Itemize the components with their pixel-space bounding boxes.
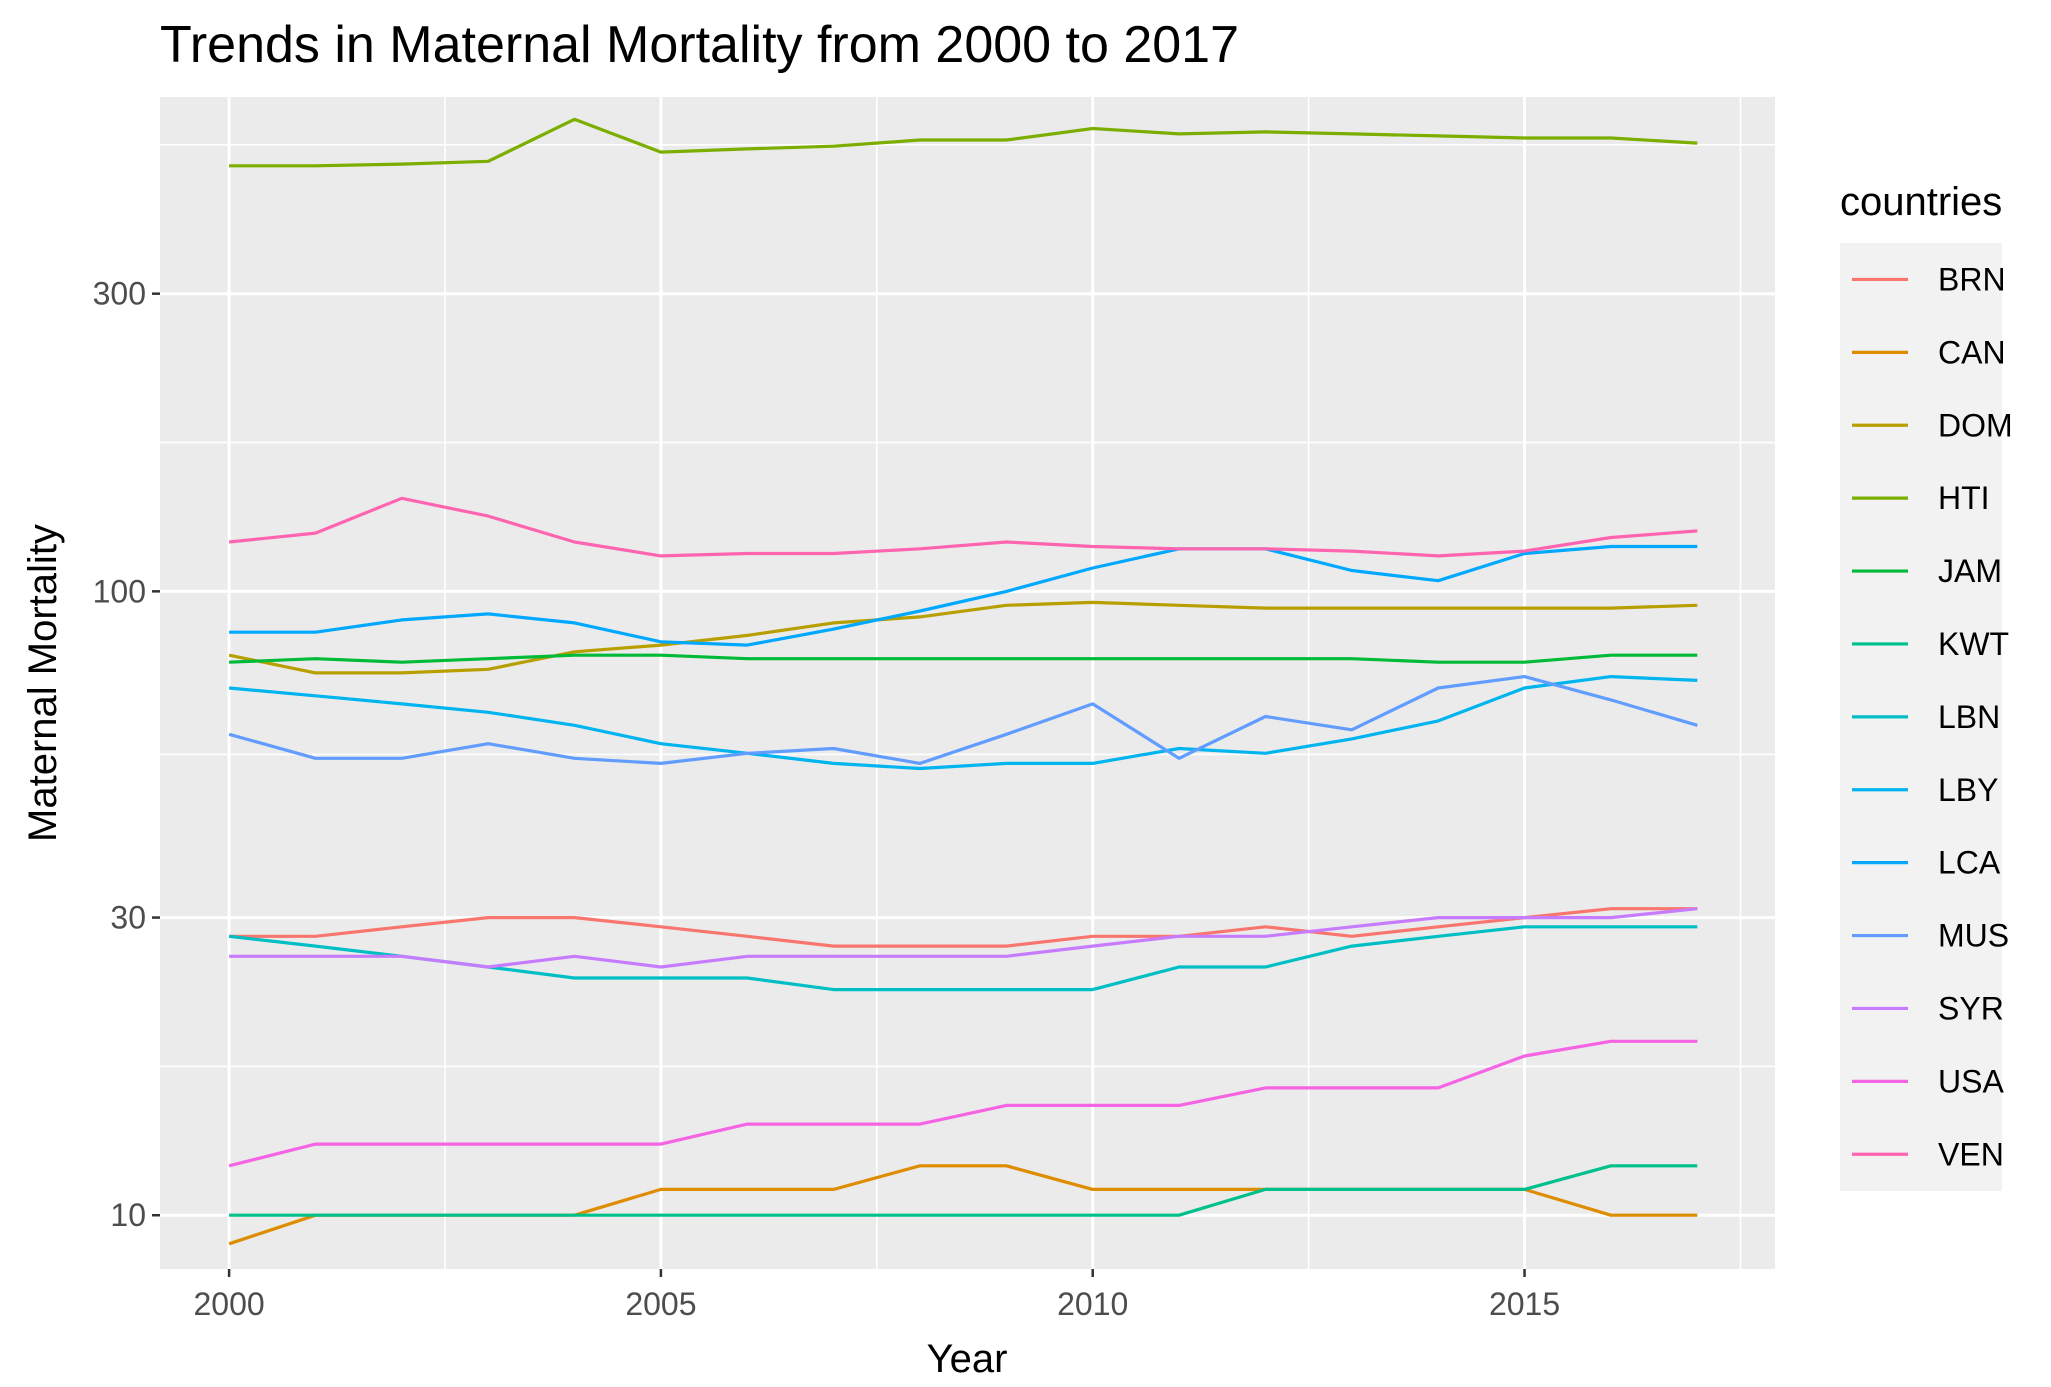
legend-label-syr: SYR <box>1938 990 2004 1026</box>
series-line-brn <box>229 907 1698 948</box>
legend-label-lby: LBY <box>1938 772 1998 808</box>
series-line-mus <box>228 674 1698 766</box>
y-tick-label: 100 <box>93 573 146 609</box>
legend-label-ven: VEN <box>1938 1136 2004 1172</box>
series-line-syr <box>229 907 1698 969</box>
series-line-kwt <box>229 1164 1698 1217</box>
plot-panel <box>160 97 1775 1269</box>
x-tick-label: 2000 <box>193 1286 264 1322</box>
x-tick-label: 2010 <box>1057 1286 1128 1322</box>
y-tick-label: 30 <box>110 900 146 936</box>
series-lines <box>228 117 1698 1246</box>
legend: BRN CAN DOM HTI JAM KWT LBN LBY LCA MUS SYR USA VEN <box>1852 261 2013 1172</box>
y-tick-label: 300 <box>93 276 146 312</box>
series-line-lca <box>229 544 1698 647</box>
legend-label-hti: HTI <box>1938 480 1990 516</box>
x-axis: 2000 2005 2010 2015 <box>193 1269 1560 1322</box>
legend-label-lbn: LBN <box>1938 699 2000 735</box>
y-tick-label: 10 <box>110 1197 146 1233</box>
legend-label-kwt: KWT <box>1938 626 2009 662</box>
legend-label-jam: JAM <box>1938 553 2002 589</box>
y-axis-title: Maternal Mortality <box>21 524 65 842</box>
legend-title: countries <box>1840 180 2002 224</box>
legend-label-can: CAN <box>1938 334 2006 370</box>
chart-title: Trends in Maternal Mortality from 2000 t… <box>160 16 1239 74</box>
x-axis-title: Year <box>927 1337 1008 1381</box>
series-line-jam <box>229 653 1698 664</box>
series-line-ven <box>228 496 1698 558</box>
x-tick-label: 2015 <box>1489 1286 1560 1322</box>
legend-label-dom: DOM <box>1938 407 2013 443</box>
series-line-usa <box>228 1039 1698 1168</box>
series-line-dom <box>228 600 1698 675</box>
series-line-hti <box>229 117 1698 168</box>
legend-label-mus: MUS <box>1938 918 2009 954</box>
legend-label-usa: USA <box>1938 1063 2004 1099</box>
legend-label-brn: BRN <box>1938 261 2006 297</box>
legend-label-lca: LCA <box>1938 845 2001 881</box>
series-line-lby <box>228 674 1698 771</box>
y-axis: 10 30 100 300 <box>93 276 160 1233</box>
x-tick-label: 2005 <box>625 1286 696 1322</box>
